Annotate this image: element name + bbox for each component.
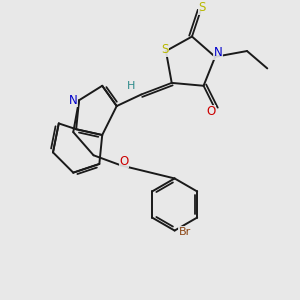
Text: O: O [206,105,215,118]
Text: O: O [119,154,129,168]
Text: N: N [69,94,78,107]
Text: S: S [198,1,206,14]
Text: H: H [127,81,135,92]
Text: Br: Br [178,227,191,237]
Text: N: N [214,46,222,59]
Text: S: S [161,43,168,56]
